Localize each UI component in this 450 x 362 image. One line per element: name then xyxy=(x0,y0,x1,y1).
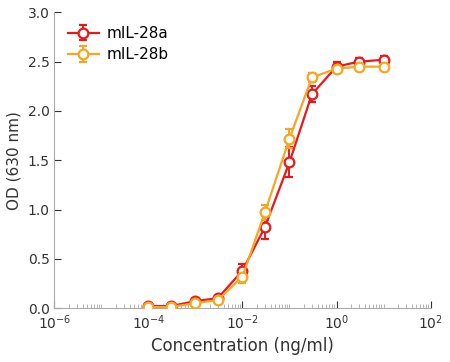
Legend: mIL-28a, mIL-28b: mIL-28a, mIL-28b xyxy=(62,20,175,68)
Y-axis label: OD (630 nm): OD (630 nm) xyxy=(7,111,22,210)
X-axis label: Concentration (ng/ml): Concentration (ng/ml) xyxy=(151,337,334,355)
